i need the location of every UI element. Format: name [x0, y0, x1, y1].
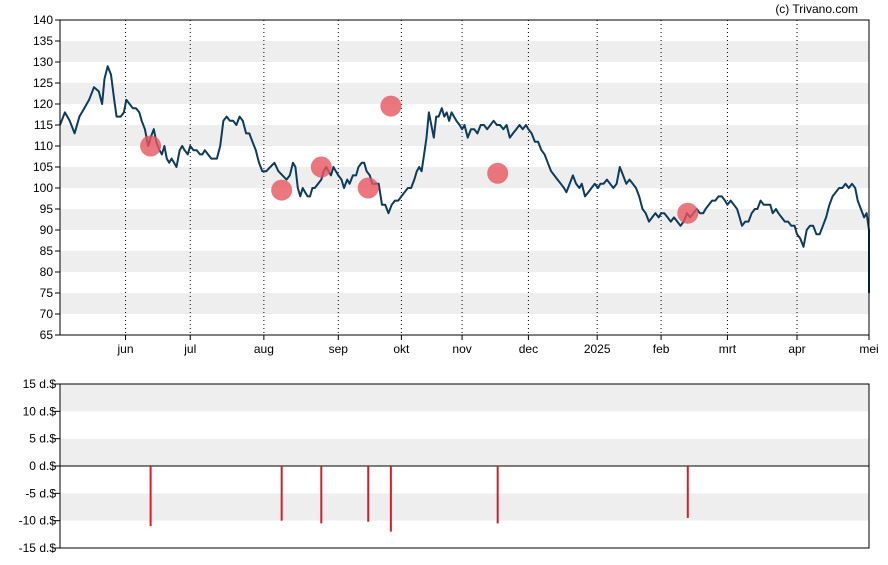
- band-130-135: [60, 41, 869, 62]
- dividend-marker: [487, 162, 509, 184]
- dividend-marker: [380, 95, 402, 117]
- y-tick-label: 70: [40, 307, 54, 321]
- band-100-105: [60, 167, 869, 188]
- dividend-marker: [140, 135, 162, 157]
- top-chart-bands: [60, 41, 869, 314]
- bottom-chart-y-axis: 15 d.$ 10 d.$ 5 d.$ 0 d.$ -5 d.$ -10 d.$ -15 d…: [19, 377, 60, 555]
- y-tick-label: -15 d.$: [19, 541, 57, 555]
- y-tick-label: 15 d.$: [23, 377, 57, 391]
- top-chart-y-axis: 65 70 75 80 85 90 95 100 105 110 115 120 125 130 135 14…: [33, 13, 60, 342]
- x-tick-label: sep: [329, 342, 349, 356]
- credit-text: (c) Trivano.com: [775, 2, 858, 16]
- x-tick-label: jun: [117, 342, 134, 356]
- x-tick-label: jul: [183, 342, 196, 356]
- band-90-95: [60, 209, 869, 230]
- x-tick-label: aug: [254, 342, 274, 356]
- y-tick-label: 105: [33, 160, 53, 174]
- y-tick-label: 10 d.$: [23, 404, 57, 418]
- band-110-115: [60, 125, 869, 146]
- y-tick-label: 140: [33, 13, 53, 27]
- y-tick-label: 75: [40, 286, 54, 300]
- x-tick-label: okt: [393, 342, 410, 356]
- dividend-marker: [310, 156, 332, 178]
- dividend-marker: [677, 202, 699, 224]
- x-tick-label: 2025: [584, 342, 611, 356]
- y-tick-label: 100: [33, 181, 53, 195]
- x-tick-label: feb: [653, 342, 670, 356]
- x-tick-label: mei: [859, 342, 878, 356]
- y-tick-label: 85: [40, 244, 54, 258]
- band--10--5: [60, 493, 869, 521]
- top-chart-x-axis: jun jul aug sep okt nov dec 2025 feb mrt apr mei: [117, 335, 879, 356]
- bottom-chart-frame: [59, 383, 870, 549]
- y-tick-label: 95: [40, 202, 54, 216]
- y-tick-label: 65: [40, 328, 54, 342]
- y-tick-label: 135: [33, 34, 53, 48]
- y-tick-label: 5 d.$: [29, 432, 56, 446]
- y-tick-label: 115: [34, 118, 53, 132]
- dividend-bars: [149, 466, 689, 532]
- y-tick-label: 110: [34, 139, 53, 153]
- y-tick-label: 0 d.$: [29, 459, 56, 473]
- y-tick-label: 130: [33, 55, 53, 69]
- y-tick-label: 120: [33, 97, 53, 111]
- band-120-125: [60, 83, 869, 104]
- band-80-85: [60, 251, 869, 272]
- y-tick-label: -5 d.$: [25, 486, 56, 500]
- band-0-5: [60, 438, 869, 466]
- dividend-marker: [357, 177, 379, 199]
- bottom-chart-bands: [60, 384, 869, 521]
- dividend-marker: [271, 179, 293, 201]
- top-chart-month-gridlines: [125, 20, 798, 335]
- top-chart-frame: [59, 19, 870, 336]
- price-line: [59, 65, 870, 293]
- y-tick-label: 80: [40, 265, 54, 279]
- x-tick-label: mrt: [719, 342, 737, 356]
- band-70-75: [60, 293, 869, 314]
- y-tick-label: 90: [40, 223, 54, 237]
- x-tick-label: dec: [519, 342, 538, 356]
- y-tick-label: 125: [33, 76, 53, 90]
- dividend-markers: [140, 95, 699, 224]
- x-tick-label: nov: [452, 342, 471, 356]
- x-tick-label: apr: [788, 342, 805, 356]
- y-tick-label: -10 d.$: [19, 514, 57, 528]
- band-10-15: [60, 384, 869, 412]
